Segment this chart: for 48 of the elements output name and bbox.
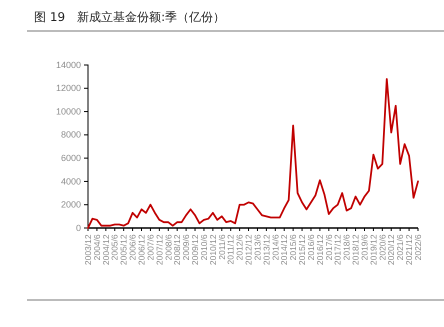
x-tick-label: 2013/6 <box>252 234 262 260</box>
x-tick-label: 2007/12 <box>154 234 164 266</box>
y-tick-label: 14000 <box>56 60 81 70</box>
x-tick-label: 2005/6 <box>110 234 120 260</box>
x-tick-label: 2016/12 <box>314 234 325 266</box>
x-tick-label: 2011/6 <box>216 234 227 260</box>
x-tick-label: 2008/6 <box>163 234 174 260</box>
x-tick-label: 2006/6 <box>128 234 138 260</box>
x-tick-label: 2014/6 <box>270 234 280 260</box>
x-tick-label: 2008/12 <box>172 234 182 266</box>
y-tick-label: 8000 <box>60 130 81 140</box>
x-tick-label: 2021/6 <box>395 234 406 260</box>
y-tick-label: 12000 <box>56 83 81 94</box>
x-tick-label: 2004/12 <box>100 234 111 266</box>
x-tick-label: 2018/6 <box>342 234 352 260</box>
x-tick-label: 2011/12 <box>226 234 236 265</box>
x-tick-label: 2019/6 <box>359 234 370 260</box>
x-tick-label: 2005/12 <box>118 234 129 266</box>
x-tick-label: 2012/12 <box>244 234 254 266</box>
x-tick-label: 2006/12 <box>136 234 146 266</box>
x-tick-label: 2012/6 <box>234 234 245 260</box>
x-tick-label: 2020/12 <box>386 234 396 266</box>
y-tick-label: 2000 <box>60 200 81 210</box>
x-tick-label: 2021/12 <box>404 234 414 266</box>
y-tick-label: 0 <box>76 222 81 233</box>
x-tick-label: 2022/6 <box>412 234 423 260</box>
x-tick-label: 2014/12 <box>279 234 290 266</box>
x-tick-label: 2017/6 <box>324 234 334 260</box>
x-tick-label: 2016/6 <box>306 234 316 260</box>
x-tick-label: 2004/6 <box>92 234 102 260</box>
x-tick-label: 2020/6 <box>377 234 388 260</box>
y-tick-label: 10000 <box>56 106 81 116</box>
y-tick-label: 6000 <box>60 153 81 164</box>
y-tick-label: 4000 <box>60 176 81 186</box>
x-tick-label: 2007/6 <box>145 234 156 260</box>
x-tick-label: 2010/6 <box>198 234 209 260</box>
x-tick-label: 2009/6 <box>181 234 192 260</box>
x-tick-label: 2015/6 <box>288 234 298 260</box>
line-series <box>87 78 419 229</box>
x-tick-label: 2017/12 <box>332 234 343 266</box>
chart-title: 图 19 新成立基金份额:季（亿份） <box>34 10 226 24</box>
x-tick-label: 2019/12 <box>368 234 378 266</box>
x-tick-label: 2018/12 <box>350 234 361 266</box>
x-tick-label: 2009/12 <box>190 234 200 266</box>
x-tick-label: 2003/12 <box>82 234 93 266</box>
x-tick-label: 2015/12 <box>297 234 308 266</box>
x-tick-label: 2013/12 <box>261 234 272 266</box>
x-tick-label: 2010/12 <box>208 234 218 266</box>
